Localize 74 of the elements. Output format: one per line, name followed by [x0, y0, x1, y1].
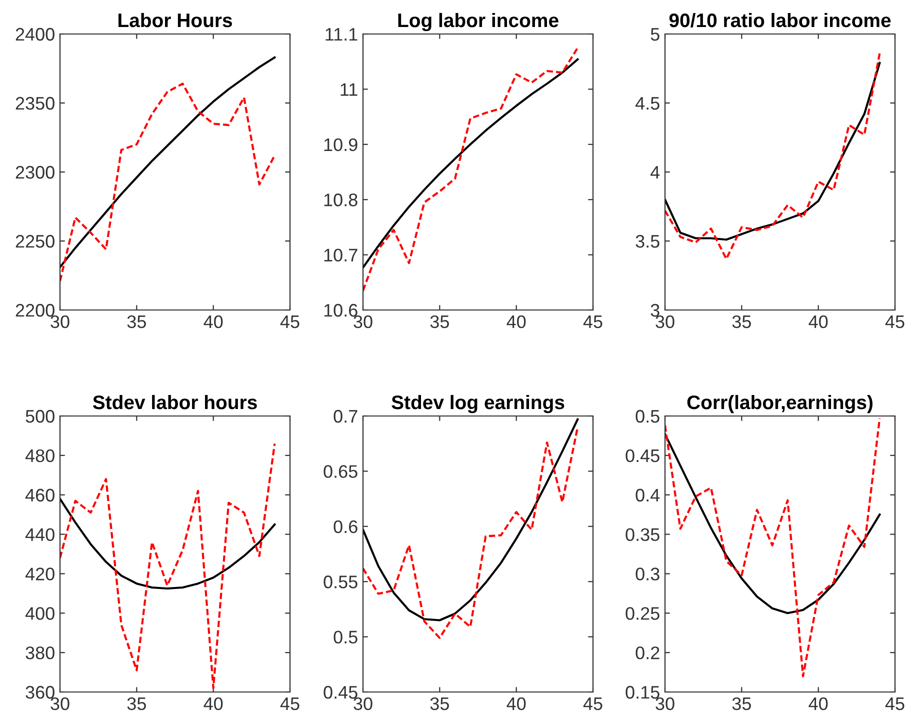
y-tick-label: 420: [25, 568, 54, 580]
line-series: [60, 498, 276, 590]
x-tick-label: 35: [430, 315, 449, 328]
y-tick-label: 2400: [16, 28, 54, 41]
x-tick-label: 35: [127, 697, 146, 710]
x-tick-label: 40: [808, 315, 828, 328]
x-tick-label: 45: [280, 316, 300, 328]
y-tick-label: 10.7: [324, 248, 358, 262]
x-tick-label: 45: [885, 316, 904, 328]
chart-title: Labor Hours: [118, 12, 232, 28]
y-tick-label: 2300: [16, 166, 54, 179]
y-tick-label: 2350: [16, 96, 54, 110]
y-tick-label: 380: [26, 646, 54, 660]
y-tick-label: 0.55: [324, 576, 358, 588]
x-tick-label: 30: [354, 315, 372, 328]
y-tick-label: 10.8: [324, 194, 358, 206]
y-tick-label: 10.9: [324, 138, 358, 152]
chart-title: Stdev labor hours: [92, 394, 257, 410]
x-tick-label: 35: [732, 315, 751, 328]
y-tick-label: 5: [650, 28, 660, 41]
y-tick-label: 0.7: [334, 410, 358, 423]
y-tick-label: 460: [25, 488, 54, 502]
y-tick-label: 0.45: [324, 686, 358, 699]
y-tick-label: 0.35: [626, 528, 660, 542]
x-tick-label: 45: [583, 698, 602, 710]
x-tick-label: 30: [656, 697, 674, 710]
y-tick-label: 0.45: [626, 449, 660, 462]
x-tick-label: 35: [430, 697, 449, 710]
y-tick-label: 480: [25, 449, 54, 462]
x-tick-label: 35: [127, 315, 146, 328]
x-tick-label: 35: [732, 697, 751, 710]
y-tick-label: 400: [25, 607, 54, 620]
y-tick-label: 0.65: [324, 465, 358, 478]
chart-title: Stdev log earnings: [392, 394, 564, 414]
y-tick-label: 0.5: [636, 410, 660, 423]
y-tick-label: 0.5: [334, 630, 358, 644]
x-tick-label: 30: [656, 315, 674, 328]
x-tick-label: 45: [885, 698, 904, 710]
x-tick-label: 30: [50, 697, 70, 710]
x-tick-label: 40: [204, 315, 223, 328]
y-tick-label: 11: [340, 83, 358, 96]
y-tick-label: 3: [650, 304, 660, 317]
line-series: [665, 433, 881, 614]
y-tick-label: 4: [650, 166, 660, 179]
y-tick-label: 2200: [16, 304, 54, 317]
y-tick-label: 0.3: [636, 568, 660, 580]
line-series: [665, 417, 881, 678]
y-tick-label: 11.1: [326, 28, 358, 41]
x-tick-label: 40: [808, 697, 828, 710]
line-series: [60, 82, 276, 282]
y-tick-label: 10.6: [324, 304, 358, 317]
y-tick-label: 360: [26, 686, 54, 699]
y-tick-label: 4.5: [635, 97, 660, 110]
chart-title: 90/10 ratio labor income: [669, 12, 891, 28]
chart-title: Corr(labor,earnings): [687, 394, 872, 414]
x-tick-label: 45: [583, 316, 602, 328]
x-tick-label: 40: [204, 697, 223, 710]
x-tick-label: 30: [50, 315, 70, 328]
y-tick-label: 0.15: [626, 686, 660, 699]
y-tick-label: 0.6: [334, 520, 358, 534]
x-tick-label: 40: [506, 315, 526, 328]
y-tick-label: 3.5: [636, 234, 660, 248]
y-tick-label: 2250: [16, 234, 54, 248]
y-tick-label: 0.25: [626, 607, 660, 620]
x-tick-label: 30: [354, 697, 372, 710]
x-tick-label: 40: [506, 697, 526, 710]
y-tick-label: 0.4: [636, 488, 660, 502]
y-tick-label: 440: [25, 528, 54, 542]
chart-title: Log labor income: [398, 12, 558, 32]
y-tick-label: 0.2: [636, 646, 660, 660]
x-tick-label: 45: [280, 698, 300, 710]
line-series: [60, 56, 276, 268]
line-series: [60, 442, 276, 690]
y-tick-label: 500: [26, 410, 54, 423]
